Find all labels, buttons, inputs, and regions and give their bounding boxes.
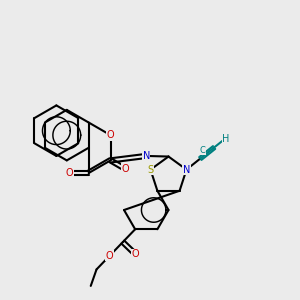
Text: H: H <box>222 134 230 144</box>
Text: S: S <box>147 165 154 175</box>
Text: N: N <box>183 165 190 175</box>
Text: C: C <box>200 146 206 154</box>
Text: O: O <box>107 130 114 140</box>
Text: O: O <box>132 249 140 259</box>
Text: O: O <box>106 251 113 261</box>
Text: O: O <box>66 168 74 178</box>
Text: O: O <box>122 164 129 174</box>
Text: N: N <box>142 151 150 161</box>
